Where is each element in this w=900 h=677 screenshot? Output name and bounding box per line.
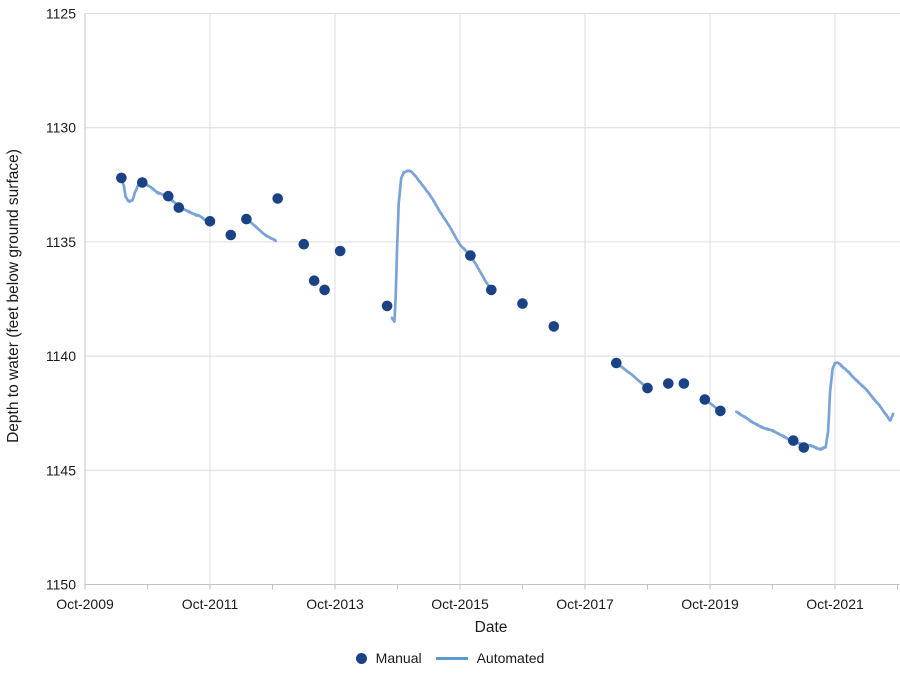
manual-data-point	[517, 298, 528, 309]
manual-data-point	[663, 378, 674, 389]
manual-data-point	[173, 202, 185, 213]
manual-data-point	[225, 229, 237, 241]
manual-data-point	[798, 442, 810, 453]
x-axis-title: Date	[474, 619, 508, 636]
x-tick-label: Oct-2009	[56, 596, 114, 612]
x-tick-label: Oct-2017	[556, 596, 614, 612]
manual-data-point	[298, 238, 310, 250]
manual-data-point	[319, 284, 330, 296]
y-axis-title: Depth to water (feet below ground surfac…	[5, 149, 22, 443]
x-tick-label: Oct-2015	[431, 596, 489, 612]
automated-line-segment	[245, 217, 277, 243]
automated-line-icon	[435, 656, 468, 660]
y-tick-label: 1125	[46, 6, 76, 22]
manual-point-icon	[355, 652, 367, 664]
legend-label-automated: Automated	[476, 650, 545, 666]
legend-label-manual: Manual	[375, 650, 422, 666]
manual-data-point	[163, 190, 174, 202]
y-tick-label: 1130	[46, 120, 76, 136]
manual-data-point	[381, 300, 393, 312]
x-tick-label: Oct-2013	[306, 596, 364, 612]
manual-data-point	[699, 394, 711, 405]
manual-data-point	[715, 405, 726, 417]
x-tick-label: Oct-2021	[806, 596, 864, 612]
depth-to-water-chart: 1125 1130 1135 1140 1145 1150 Oct-2009 Oct-2011…	[46, 6, 900, 612]
automated-line-segment	[390, 169, 493, 323]
automated-line-segment	[614, 361, 649, 390]
legend: Manual Automated	[0, 650, 900, 666]
manual-data-point	[788, 435, 799, 446]
manual-data-point	[486, 284, 497, 296]
manual-data-point	[334, 245, 346, 257]
x-tick-label: Oct-2019	[681, 596, 739, 612]
manual-data-point	[272, 193, 284, 204]
automated-line-segment	[734, 361, 895, 451]
manual-data-point	[642, 382, 653, 394]
manual-data-point	[241, 213, 252, 225]
manual-data-point	[548, 321, 560, 332]
manual-data-point	[678, 378, 690, 389]
manual-data-point	[116, 172, 127, 184]
manual-data-point	[137, 177, 148, 188]
y-tick-label: 1145	[46, 462, 76, 478]
legend-item-automated: Automated	[435, 650, 545, 666]
manual-data-point	[465, 250, 476, 261]
manual-data-point	[611, 357, 622, 369]
y-tick-label: 1140	[46, 348, 76, 364]
manual-data-point	[308, 275, 320, 287]
legend-item-manual: Manual	[355, 650, 422, 666]
manual-data-point	[204, 216, 216, 227]
x-tick-label: Oct-2011	[182, 596, 239, 612]
y-tick-label: 1150	[46, 577, 76, 593]
y-tick-label: 1135	[46, 234, 76, 250]
